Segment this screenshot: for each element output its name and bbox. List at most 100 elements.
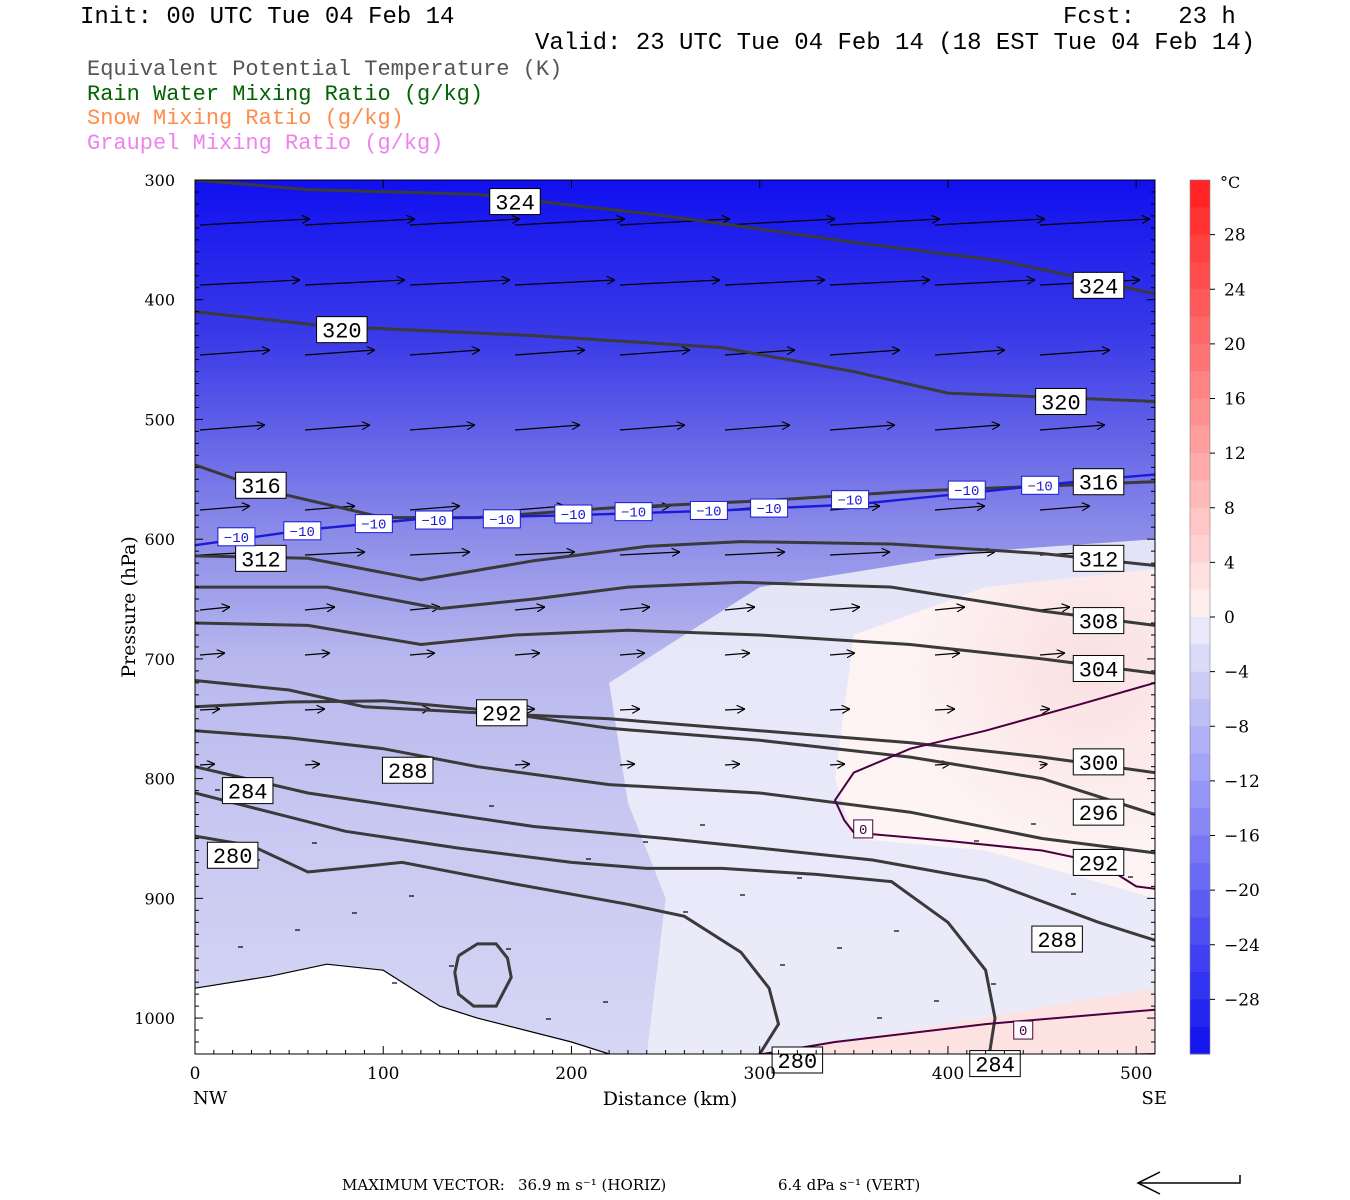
theta-e-label-312-box (1072, 544, 1125, 572)
wind-vector (304, 552, 365, 555)
isotherm-label--10-box (689, 500, 728, 520)
colorbar-swatch (1190, 371, 1210, 399)
theta-e-label-288: 288 (1037, 929, 1077, 954)
theta-e-label-292: 292 (1079, 852, 1119, 877)
theta-e-label-304: 304 (1079, 658, 1119, 683)
theta-e-contour-304 (195, 621, 1155, 675)
isotherm-label--10: −10 (561, 508, 586, 524)
isotherm-label--10-box (947, 480, 986, 500)
colorbar-swatch (1190, 562, 1210, 591)
y-axis-title: Pressure (hPa) (118, 536, 140, 678)
y-tick-label: 900 (144, 889, 175, 908)
theta-e-label-280: 280 (213, 845, 253, 870)
contours (195, 180, 1155, 1054)
theta-e-label-312: 312 (1079, 548, 1119, 573)
wind-vector (304, 709, 325, 710)
isotherm-label-0-box (853, 819, 874, 839)
colorbar-swatch (1190, 999, 1210, 1028)
wind-vector (934, 506, 985, 510)
colorbar-swatch (1190, 507, 1210, 536)
theta-e-label-288-box (381, 756, 434, 784)
x-tick-label: 0 (190, 1064, 201, 1084)
wind-vector (619, 280, 720, 286)
wind-vector (199, 425, 265, 431)
wind-vector (1039, 219, 1150, 226)
isotherm-label--10: −10 (837, 494, 862, 510)
colorbar-tick-label: −16 (1224, 827, 1260, 847)
wind-vector (304, 350, 375, 356)
colorbar-swatch (1190, 207, 1210, 236)
theta-e-label-308: 308 (1079, 611, 1119, 636)
colorbar-tick-label: −24 (1224, 936, 1260, 956)
isotherm-label-0: 0 (859, 823, 867, 839)
wind-vector (514, 552, 575, 555)
theta-e-label-324-box (1072, 271, 1125, 299)
wind-vector (724, 552, 785, 555)
theta-e-label-284-box (221, 777, 274, 805)
wind-vector (619, 425, 685, 431)
theta-e-contour-280 (195, 834, 781, 1054)
colorbar-tick-label: −12 (1224, 772, 1260, 792)
colorbar-tick-label: −28 (1224, 990, 1260, 1010)
wind-vector (829, 607, 860, 610)
colorbar-swatch (1190, 671, 1210, 700)
theta-e-contour-308 (195, 580, 1155, 627)
colorbar-swatch (1190, 289, 1210, 318)
reference-vector (1138, 1175, 1241, 1184)
max-vector-label: MAXIMUM VECTOR: (342, 1176, 505, 1194)
wind-vector (829, 709, 850, 710)
colorbar-tick-label: 24 (1224, 280, 1246, 300)
theta-e-contour-292 (195, 729, 1155, 855)
wind-vector (409, 219, 520, 226)
theta-e-label-292-box (476, 699, 528, 727)
colorbar-tick-label: 4 (1224, 553, 1235, 573)
isotherm-label--10: −10 (489, 513, 514, 529)
legend-graupel: Graupel Mixing Ratio (g/kg) (87, 131, 444, 156)
colorbar-tick-label: 0 (1224, 608, 1235, 628)
theta-e-label-320: 320 (1041, 391, 1081, 416)
wind-vector (199, 350, 270, 356)
wind-vector (619, 709, 640, 710)
theta-e-label-300: 300 (1079, 752, 1119, 777)
wind-vector (514, 219, 625, 226)
colorbar-swatch (1190, 316, 1210, 345)
wind-vector (514, 607, 545, 610)
legend-theta-e: Equivalent Potential Temperature (K) (87, 57, 563, 82)
colorbar-swatch (1190, 398, 1210, 427)
colorbar-swatch (1190, 753, 1210, 782)
wind-vector (1039, 506, 1090, 510)
isotherm-label--10: −10 (696, 504, 721, 520)
x-tick-label: 100 (367, 1064, 399, 1084)
theta-e-label-316: 316 (1079, 472, 1119, 497)
theta-e-label-280-box (206, 841, 259, 869)
wind-vector (829, 552, 890, 555)
wind-vector (514, 425, 580, 431)
theta-e-label-312: 312 (241, 548, 281, 573)
colorbar-swatch (1190, 234, 1210, 263)
wind-vector (724, 709, 745, 710)
isotherm-label--10-box (283, 521, 322, 541)
wind-vector (199, 219, 310, 226)
isotherm-label--10-box (217, 527, 256, 547)
theta-e-label-300-box (1072, 748, 1125, 776)
wind-vector (829, 280, 930, 286)
wind-vector (304, 219, 415, 226)
colorbar-swatch (1190, 617, 1210, 645)
wind-vector (1039, 653, 1065, 655)
x-end-right: SE (1142, 1088, 1167, 1109)
max-vector-horiz: 36.9 m s⁻¹ (HORIZ) (518, 1176, 667, 1194)
x-tick-label: 400 (932, 1064, 964, 1084)
colorbar-tick-label: 12 (1224, 444, 1246, 464)
colorbar-tick-label: 8 (1224, 499, 1235, 519)
y-tick-label: 800 (144, 770, 175, 789)
wind-vector (409, 552, 470, 555)
theta-e-label-292-box (1072, 848, 1125, 876)
y-tick-label: 600 (144, 530, 175, 549)
wind-vector (304, 764, 320, 765)
colorbar-swatch (1190, 726, 1210, 755)
x-tick-label: 500 (1120, 1064, 1152, 1084)
isotherm-label-0: 0 (1019, 1024, 1027, 1040)
isotherm-label--10-box (750, 498, 789, 518)
wind-vector (514, 280, 615, 286)
wind-vector (934, 709, 955, 710)
